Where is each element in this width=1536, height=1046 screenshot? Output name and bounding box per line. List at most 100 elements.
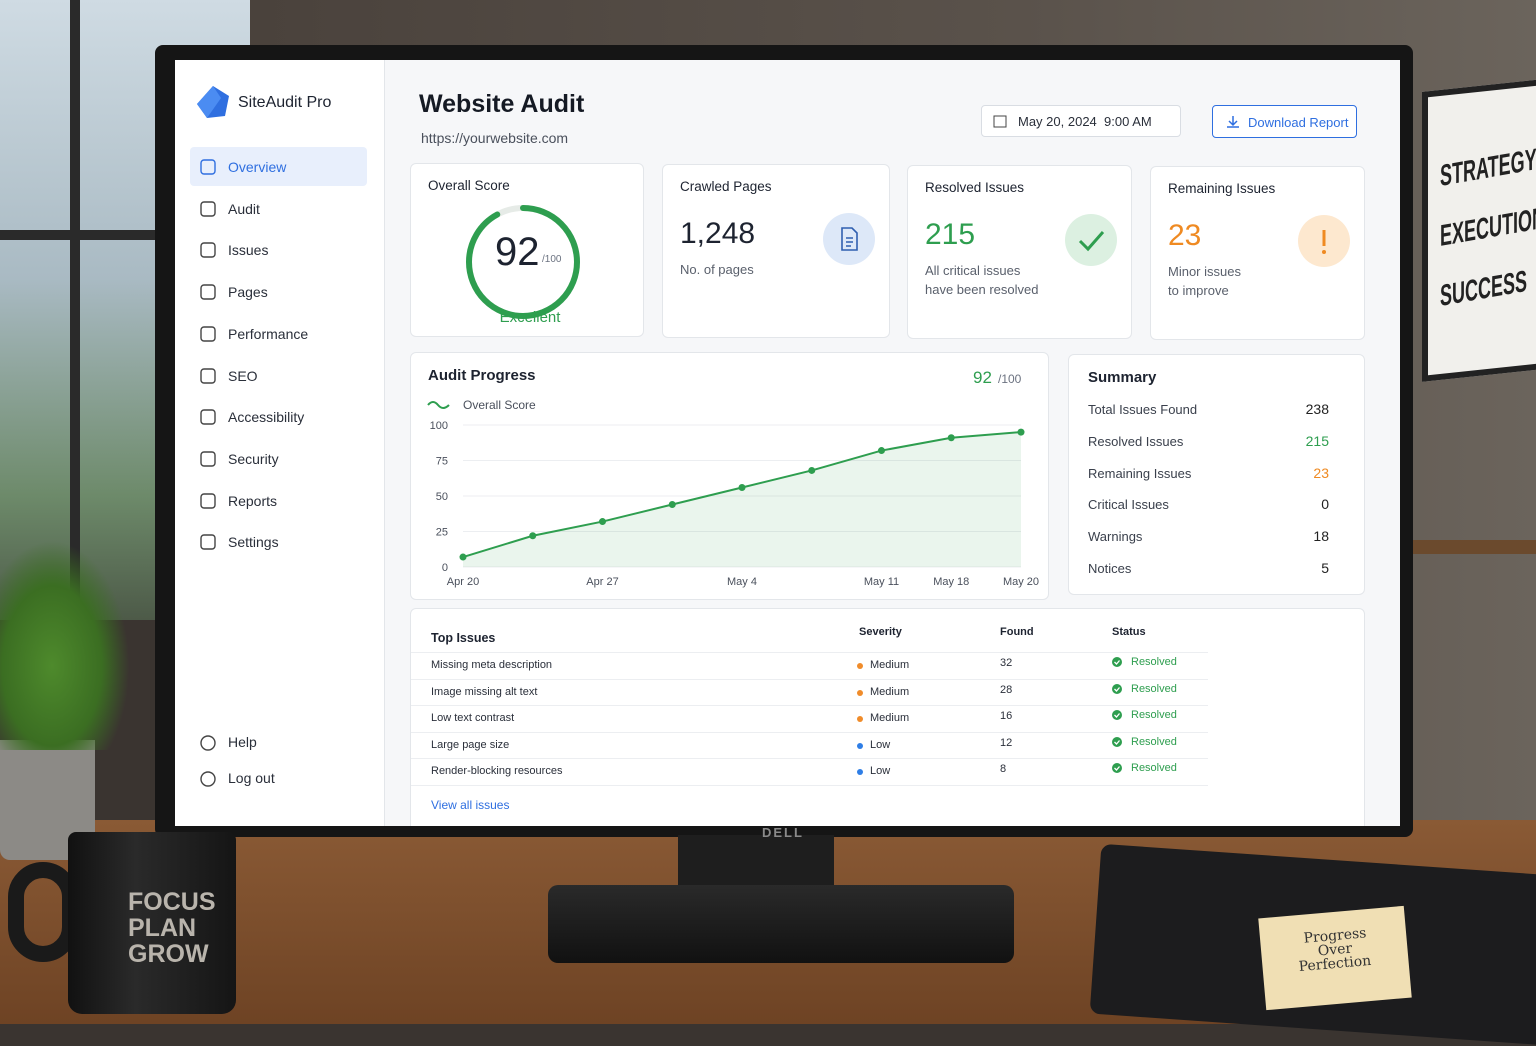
card-icon [1065,214,1117,266]
monitor-brand: DELL [762,825,804,840]
summary-value: 18 [1313,528,1329,545]
issue-name: Image missing alt text [431,685,538,698]
nav-item[interactable]: Security [190,439,367,478]
table-header: Top Issues [431,631,496,645]
card-value: 1,248 [680,217,756,250]
status: Resolved [1131,682,1177,695]
nav-icon [200,367,216,384]
status: Resolved [1131,762,1177,775]
icon-outline [200,367,216,384]
x-tick-label: May 11 [864,576,899,588]
nav-label: Accessibility [228,409,305,426]
nav-item[interactable]: Log out [190,766,367,796]
issue-name: Large page size [431,738,510,751]
status-icon [1112,657,1122,667]
icon-bg [1112,736,1122,747]
point [738,483,746,491]
nav-label: Issues [228,242,269,259]
nav-item[interactable]: Help [190,730,367,760]
nav-item[interactable]: Reports [190,481,367,520]
window-frame [0,230,250,240]
score-max: /100 [542,254,562,265]
found: 12 [1000,736,1013,749]
point [808,466,816,474]
mug-text: PLAN [128,914,197,942]
nav-item[interactable]: SEO [190,356,367,395]
nav-icon [200,534,216,550]
severity-dot [857,689,863,696]
nav-label: SEO [228,367,258,384]
nav-icon [200,284,216,300]
view-all-link[interactable]: View all issues [431,798,510,812]
nav-item[interactable]: Performance [190,314,367,353]
icon-outline [1114,713,1120,719]
severity: Medium [870,685,910,698]
gauge-arc [466,205,580,319]
severity-dot [857,742,863,749]
date-picker[interactable]: May 20, 2024 9:00 AM [981,105,1181,137]
plant [0,540,130,750]
status: Resolved [1131,656,1177,668]
icon-outline [841,227,858,251]
found: 8 [1000,763,1007,776]
status: Resolved [1131,735,1177,748]
chart-panel: Audit Progress 92/100 0 25 50 75 100 Overall Sc… [410,352,1049,600]
download-button[interactable]: Download Report [1212,105,1357,138]
icon-bg [1065,214,1117,266]
icon-outline [200,492,216,509]
nav-label: Audit [228,200,260,217]
y-tick-label: 50 [436,491,448,503]
status-icon [1112,736,1122,747]
status-icon [1112,710,1122,721]
issue-name: Render-blocking resources [431,765,563,778]
y-tick-label: 75 [436,456,448,468]
card-title: Remaining Issues [1168,181,1276,196]
status: Resolved [1131,709,1177,722]
point [878,447,885,455]
nav-label: Pages [228,284,268,301]
icon-outline [200,159,216,175]
page-title: Website Audit [419,90,585,118]
nav-item[interactable]: Pages [190,272,367,311]
date-text: May 20, 2024 9:00 AM [1018,114,1152,129]
card-text: Minor issues [1168,264,1241,279]
summary-value: 238 [1305,401,1329,417]
icon-bg [1112,657,1122,667]
stat-card: Crawled Pages 1,248 No. of pages [662,164,890,338]
nav-item[interactable]: Overview [190,147,367,186]
download-icon [1227,116,1239,128]
score-value: 92 [495,230,540,274]
nav-item[interactable]: Accessibility [190,397,367,436]
screen: SiteAudit Pro Overview Audit Issues Pages Per… [175,60,1400,826]
legend-label: Overall Score [463,398,536,412]
icon-outline [1114,660,1120,665]
point [1017,428,1025,436]
icon-bg [823,213,875,265]
severity: Medium [870,712,910,725]
shelf [1410,540,1536,554]
summary-value: 23 [1313,464,1329,481]
severity-dot [857,769,863,776]
row-divider [411,758,1208,760]
point [947,434,955,442]
mug-text: GROW [128,940,209,968]
score-gauge [466,205,580,319]
card-text: to improve [1168,283,1229,298]
card-icon [1298,215,1350,267]
nav-label: Performance [228,325,309,342]
nav-item[interactable]: Settings [190,522,367,561]
icon-outline [200,242,216,259]
nav-item[interactable]: Audit [190,189,367,228]
point [668,501,676,509]
monitor-base [548,885,1014,963]
row-divider [411,785,1208,786]
icon-outline [200,771,216,787]
x-tick-label: Apr 27 [586,576,618,588]
y-tick-label: 25 [436,527,448,539]
nav-icon [200,242,216,259]
url-selector[interactable]: https://yourwebsite.com [421,130,569,146]
nav-icon [200,771,216,787]
row-divider [411,731,1208,733]
nav-item[interactable]: Issues [190,230,367,269]
